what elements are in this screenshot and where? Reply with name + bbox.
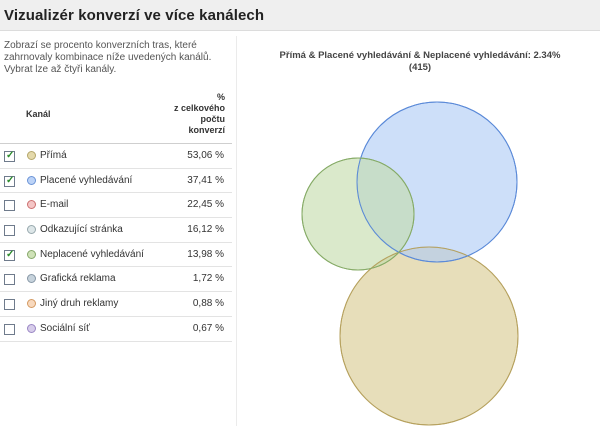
channel-percent: 53,06 % [187, 150, 224, 161]
channel-percent: 37,41 % [187, 174, 224, 186]
venn-count-label: (415) [408, 62, 432, 73]
channel-color-dot-icon [27, 249, 36, 259]
channel-checkbox[interactable]: ✓ [4, 323, 15, 335]
direct-circle-outline [339, 246, 519, 426]
channel-row[interactable]: ✓ Placené vyhledávání 37,41 % [0, 169, 232, 194]
description-text: Zobrazí se procento konverzních tras, kt… [4, 40, 212, 75]
channel-percent: 13,98 % [187, 248, 224, 260]
channel-color-dot-icon [27, 225, 36, 235]
page-title: Vizualizér konverzí ve více kanálech [4, 7, 265, 24]
table-header: Kanál % z celkového počtu konverzí [0, 92, 232, 144]
channel-row[interactable]: ✓ Sociální síť 0,67 % [0, 317, 232, 342]
channel-row[interactable]: ✓ Grafická reklama 1,72 % [0, 267, 232, 293]
channel-checkbox[interactable]: ✓ [4, 299, 15, 311]
channel-color-dot-icon [27, 323, 36, 333]
divider [236, 36, 237, 426]
channel-label: Grafická reklama [40, 273, 116, 285]
venn-diagram [301, 101, 519, 426]
checkmark-icon: ✓ [6, 248, 15, 260]
channel-label: Jiný druh reklamy [40, 298, 119, 310]
checkmark-icon: ✓ [6, 150, 15, 161]
channel-label: Přímá [40, 150, 67, 161]
channel-table: ✓ Přímá 53,06 % ✓ Placené vyhledávání 37,41 %… [0, 144, 232, 342]
channel-checkbox[interactable]: ✓ [4, 200, 15, 212]
page-header: Vizualizér konverzí ve více kanálech [0, 0, 600, 31]
channel-color-dot-icon [27, 151, 36, 160]
channel-row[interactable]: ✓ Neplacené vyhledávání 13,98 % [0, 243, 232, 268]
channel-percent: 16,12 % [187, 224, 224, 236]
channel-checkbox[interactable]: ✓ [4, 248, 15, 261]
column-header-percent: % z celkového počtu konverzí [145, 92, 225, 136]
paid-search-circle-outline [356, 101, 518, 263]
channel-color-dot-icon [27, 299, 36, 309]
venn-title-line: Přímá & Placené vyhledávání & Neplacené … [279, 50, 561, 61]
channel-label: E-mail [40, 199, 69, 211]
channel-row[interactable]: ✓ Jiný druh reklamy 0,88 % [0, 292, 232, 317]
channel-label: Neplacené vyhledávání [40, 248, 144, 260]
channel-checkbox[interactable]: ✓ [4, 225, 15, 237]
channel-color-dot-icon [27, 274, 36, 284]
channel-row[interactable]: ✓ E-mail 22,45 % [0, 193, 232, 219]
channel-label: Odkazující stránka [40, 224, 123, 236]
organic-search-circle-outline [301, 157, 415, 271]
column-header-percent-line: počtu [200, 114, 226, 124]
column-header-percent-line: z celkového [173, 103, 225, 113]
column-header-percent-line: konverzí [188, 125, 225, 135]
channel-row[interactable]: ✓ Přímá 53,06 % [0, 144, 232, 169]
channel-percent: 22,45 % [187, 199, 224, 211]
channel-percent: 0,88 % [192, 298, 224, 310]
channel-checkbox[interactable]: ✓ [4, 151, 15, 162]
checkmark-icon: ✓ [6, 174, 15, 186]
column-header-percent-line: % [216, 92, 225, 102]
channel-color-dot-icon [27, 175, 36, 185]
direct-circle[interactable] [339, 246, 519, 426]
channel-percent: 1,72 % [192, 273, 224, 285]
column-header-channel: Kanál [26, 109, 51, 119]
channel-row[interactable]: ✓ Odkazující stránka 16,12 % [0, 218, 232, 243]
channel-color-dot-icon [27, 200, 36, 210]
channel-percent: 0,67 % [192, 322, 224, 334]
channel-checkbox[interactable]: ✓ [4, 174, 15, 187]
venn-title: Přímá & Placené vyhledávání & Neplacené … [240, 50, 600, 74]
channel-checkbox[interactable]: ✓ [4, 274, 15, 286]
channel-label: Sociální síť [40, 322, 90, 334]
channel-label: Placené vyhledávání [40, 174, 133, 186]
